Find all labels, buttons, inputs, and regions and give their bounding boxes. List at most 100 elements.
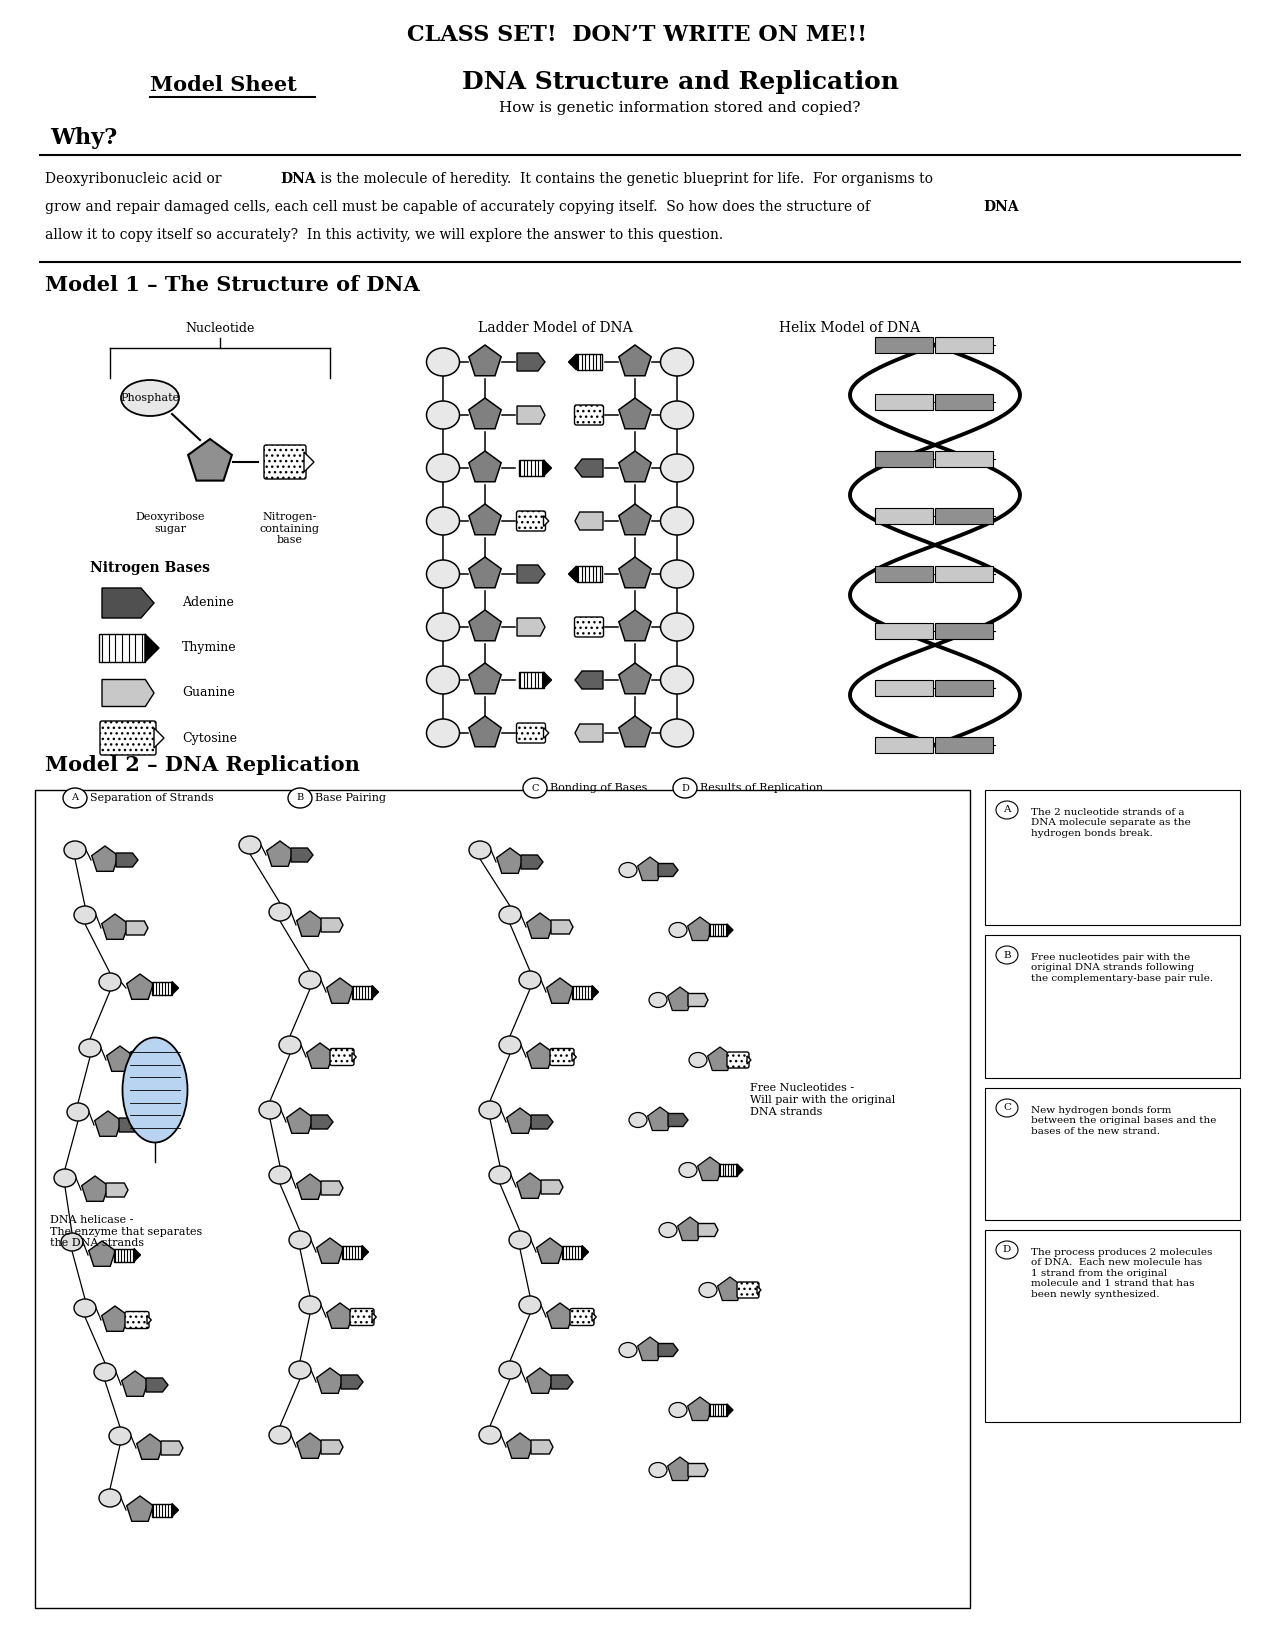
Ellipse shape xyxy=(300,1295,321,1313)
Ellipse shape xyxy=(99,1488,121,1506)
Polygon shape xyxy=(107,1046,134,1071)
Bar xyxy=(935,394,993,411)
Polygon shape xyxy=(469,450,501,482)
Bar xyxy=(935,738,993,752)
Ellipse shape xyxy=(289,1361,311,1379)
Polygon shape xyxy=(618,558,652,587)
Polygon shape xyxy=(469,345,501,376)
Ellipse shape xyxy=(427,614,459,640)
Polygon shape xyxy=(82,1176,108,1201)
Polygon shape xyxy=(530,1115,553,1129)
Bar xyxy=(935,622,993,639)
Polygon shape xyxy=(575,672,603,690)
Polygon shape xyxy=(161,1440,184,1455)
Polygon shape xyxy=(688,1464,708,1477)
Polygon shape xyxy=(527,1043,553,1068)
Text: C: C xyxy=(1003,1104,1011,1112)
Polygon shape xyxy=(618,716,652,747)
Polygon shape xyxy=(541,1180,564,1195)
Ellipse shape xyxy=(519,970,541,988)
Polygon shape xyxy=(89,1241,115,1266)
Text: Adenine: Adenine xyxy=(182,597,233,609)
Bar xyxy=(875,452,932,467)
Polygon shape xyxy=(697,1157,723,1180)
Polygon shape xyxy=(718,1277,742,1300)
Text: allow it to copy itself so accurately?  In this activity, we will explore the an: allow it to copy itself so accurately? I… xyxy=(45,228,723,243)
Polygon shape xyxy=(321,917,343,932)
Polygon shape xyxy=(677,1218,703,1241)
Bar xyxy=(576,355,602,370)
Bar xyxy=(986,790,1241,926)
Polygon shape xyxy=(547,978,574,1003)
Text: is the molecule of heredity.  It contains the genetic blueprint for life.  For o: is the molecule of heredity. It contains… xyxy=(316,172,933,186)
Text: Results of Replication: Results of Replication xyxy=(700,784,824,794)
Polygon shape xyxy=(506,1109,533,1134)
Polygon shape xyxy=(697,1224,718,1236)
Ellipse shape xyxy=(108,1427,131,1445)
Text: Nitrogen-
containing
base: Nitrogen- containing base xyxy=(260,512,320,544)
Polygon shape xyxy=(543,460,552,475)
Bar xyxy=(935,452,993,467)
Polygon shape xyxy=(527,1368,553,1393)
Polygon shape xyxy=(316,1368,343,1393)
Polygon shape xyxy=(469,716,501,747)
Bar xyxy=(572,985,592,998)
FancyBboxPatch shape xyxy=(727,1053,748,1068)
Polygon shape xyxy=(372,985,379,998)
Text: Ladder Model of DNA: Ladder Model of DNA xyxy=(478,322,632,335)
FancyBboxPatch shape xyxy=(264,446,306,478)
Polygon shape xyxy=(516,353,544,371)
Ellipse shape xyxy=(660,348,694,376)
Text: Nitrogen Bases: Nitrogen Bases xyxy=(91,561,210,574)
Ellipse shape xyxy=(121,380,178,416)
Ellipse shape xyxy=(79,1040,101,1058)
Text: Model 2 – DNA Replication: Model 2 – DNA Replication xyxy=(45,756,360,776)
Polygon shape xyxy=(668,1457,692,1480)
Polygon shape xyxy=(94,1110,121,1137)
FancyBboxPatch shape xyxy=(737,1282,759,1299)
Ellipse shape xyxy=(996,945,1017,964)
Polygon shape xyxy=(145,634,159,662)
Polygon shape xyxy=(547,1304,574,1328)
Ellipse shape xyxy=(996,800,1017,818)
Ellipse shape xyxy=(660,559,694,587)
Text: Phosphate: Phosphate xyxy=(120,393,180,403)
FancyBboxPatch shape xyxy=(516,512,546,531)
Ellipse shape xyxy=(523,779,547,799)
Ellipse shape xyxy=(64,842,85,860)
Polygon shape xyxy=(372,1313,376,1322)
FancyBboxPatch shape xyxy=(351,1308,374,1325)
Ellipse shape xyxy=(269,1167,291,1185)
Bar xyxy=(935,337,993,353)
Ellipse shape xyxy=(289,1231,311,1249)
Ellipse shape xyxy=(499,1036,521,1054)
Ellipse shape xyxy=(660,614,694,640)
Bar xyxy=(519,460,543,475)
Polygon shape xyxy=(136,1434,163,1459)
Ellipse shape xyxy=(699,1282,717,1297)
Text: A: A xyxy=(1003,805,1011,815)
Bar xyxy=(152,982,172,995)
Polygon shape xyxy=(668,987,692,1010)
Polygon shape xyxy=(469,663,501,693)
Polygon shape xyxy=(757,1285,761,1294)
Ellipse shape xyxy=(427,507,459,535)
Polygon shape xyxy=(516,406,544,424)
Polygon shape xyxy=(102,587,154,619)
Text: D: D xyxy=(1003,1246,1011,1254)
Ellipse shape xyxy=(427,454,459,482)
Text: Guanine: Guanine xyxy=(182,686,235,700)
Polygon shape xyxy=(147,1378,168,1393)
Polygon shape xyxy=(572,1053,576,1061)
Bar xyxy=(875,394,932,411)
Text: DNA helicase -
The enzyme that separates
the DNA strands: DNA helicase - The enzyme that separates… xyxy=(50,1214,203,1247)
Polygon shape xyxy=(506,1432,533,1459)
Ellipse shape xyxy=(660,719,694,747)
FancyBboxPatch shape xyxy=(550,1048,574,1066)
Ellipse shape xyxy=(122,1038,187,1142)
Polygon shape xyxy=(303,452,314,472)
Text: Cytosine: Cytosine xyxy=(182,731,237,744)
Ellipse shape xyxy=(649,993,667,1008)
Bar xyxy=(935,680,993,696)
FancyBboxPatch shape xyxy=(125,1312,149,1328)
